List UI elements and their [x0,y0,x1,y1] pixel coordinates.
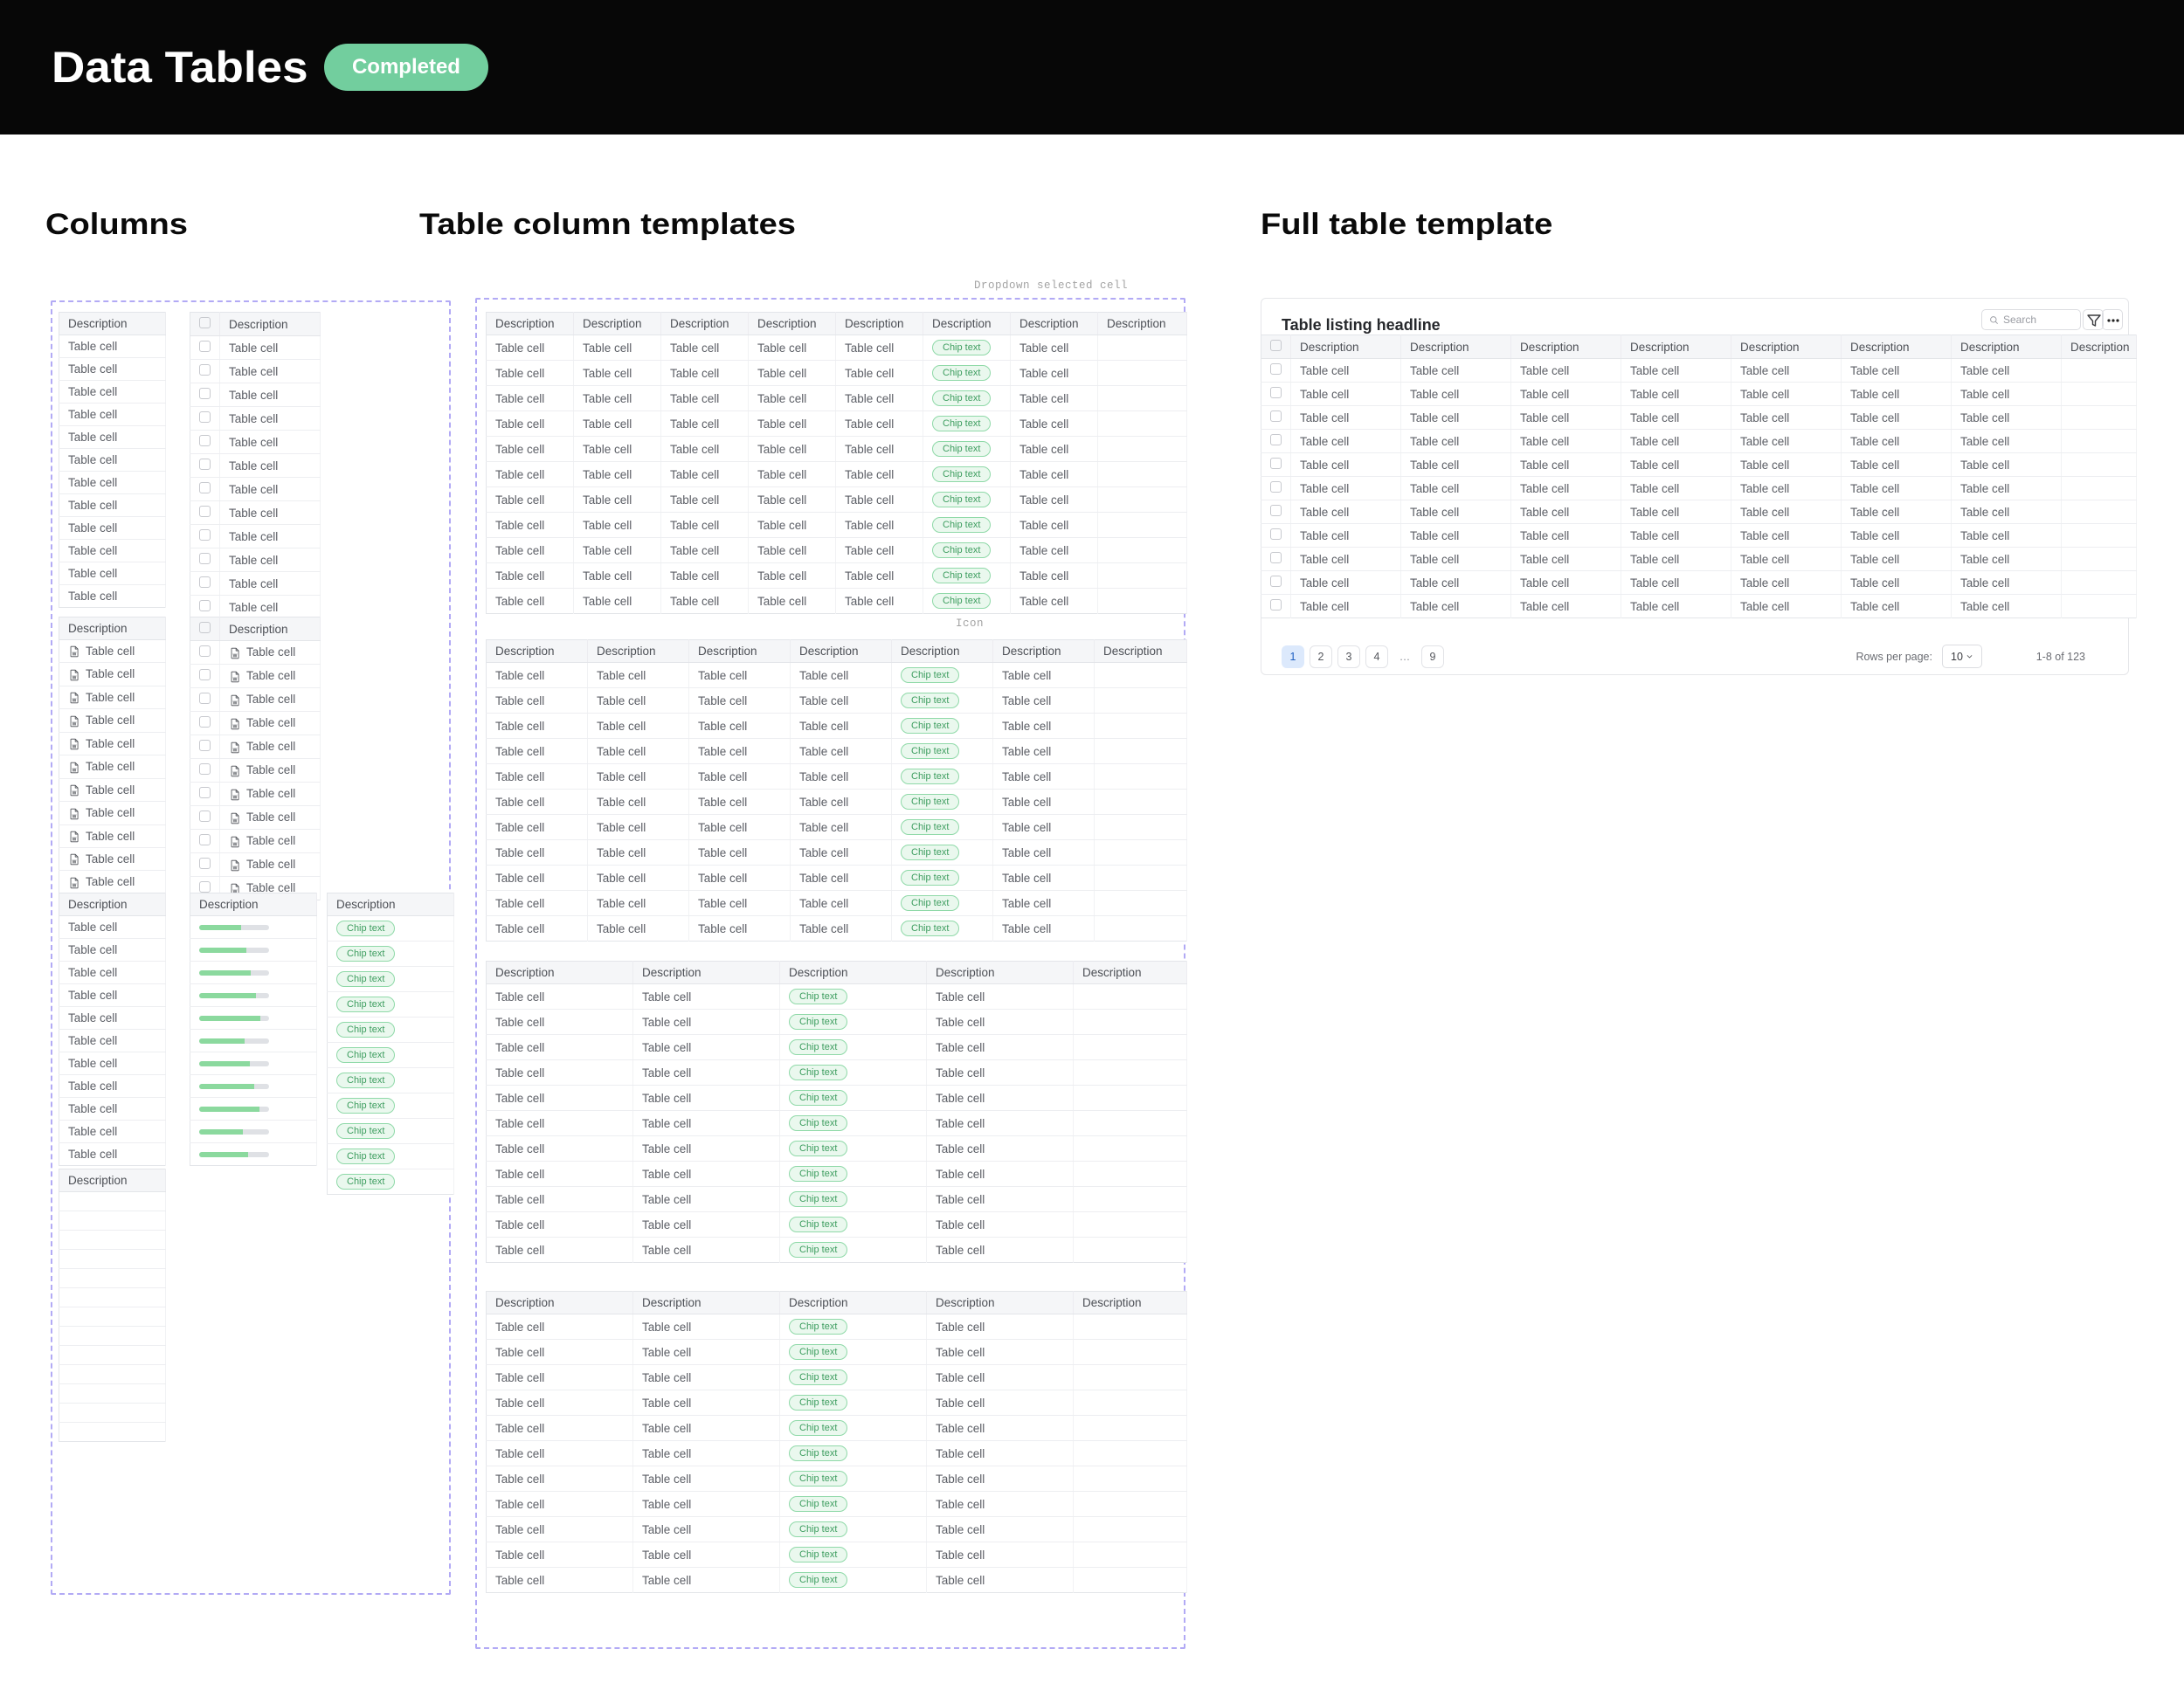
svg-text:W: W [233,771,238,776]
svg-text:W: W [73,721,77,727]
svg-text:W: W [233,818,238,824]
svg-text:W: W [233,842,238,847]
svg-text:W: W [73,699,77,704]
svg-text:W: W [233,677,238,682]
svg-text:W: W [233,653,238,659]
svg-text:W: W [233,795,238,800]
svg-text:W: W [73,768,77,773]
svg-text:W: W [73,744,77,749]
svg-text:W: W [73,652,77,658]
svg-text:W: W [233,724,238,729]
svg-text:W: W [73,860,77,866]
svg-text:W: W [73,790,77,796]
svg-text:W: W [233,700,238,706]
svg-text:W: W [233,866,238,871]
svg-text:W: W [73,837,77,842]
svg-text:W: W [73,883,77,888]
svg-text:W: W [73,675,77,680]
svg-text:W: W [73,814,77,819]
svg-text:W: W [233,748,238,753]
